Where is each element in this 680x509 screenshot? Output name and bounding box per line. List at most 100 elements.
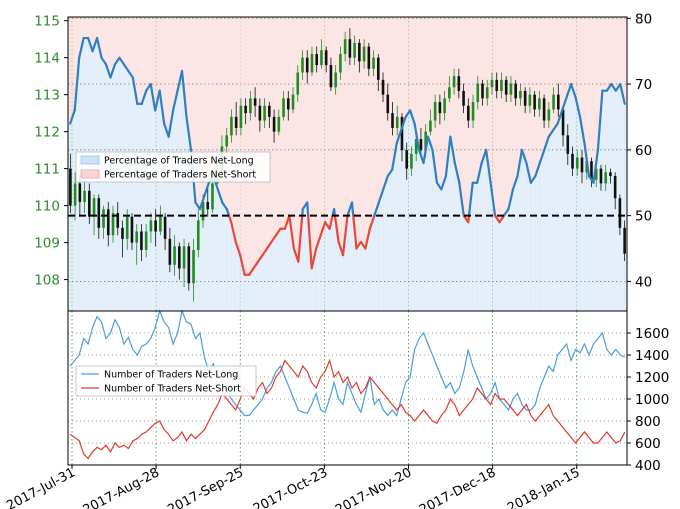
candle-body [566, 135, 570, 154]
legend-swatch-net-long [80, 155, 100, 165]
candle-body [575, 157, 579, 169]
price-tick-label: 112 [34, 125, 60, 141]
percent-line-segment [230, 221, 237, 244]
candle-body [301, 57, 304, 73]
candle-body [78, 183, 82, 202]
candle-body [97, 198, 101, 228]
percent-line-segment [95, 36, 103, 59]
count-tick-label: 1600 [635, 326, 669, 342]
percent-line-segment [605, 82, 613, 92]
candle-body [111, 213, 115, 236]
candle-body [263, 105, 266, 121]
candle-body [125, 216, 129, 239]
candle-body [424, 131, 427, 151]
percent-line-segment [301, 207, 304, 217]
candle-body [187, 246, 191, 284]
candle-body [253, 98, 257, 106]
percent-line-segment [596, 89, 604, 151]
percent-line-segment [467, 214, 471, 224]
date-tick-label: 2017-Sep-25 [165, 465, 246, 509]
date-tick-label: 2018-Jan-15 [505, 465, 582, 509]
percent-line-segment [310, 247, 318, 270]
percent-line-segment [493, 214, 501, 224]
candle-body [272, 116, 276, 132]
candle-body [429, 120, 432, 132]
candle-body [149, 220, 153, 232]
candle-body [196, 220, 200, 250]
candle-body [334, 72, 337, 88]
candle-body [476, 83, 480, 103]
percent-line-segment [453, 161, 461, 184]
percent-line-segment [485, 148, 492, 184]
candle-body [457, 76, 461, 91]
percent-line-segment [395, 129, 403, 145]
percent-line-segment [171, 89, 179, 112]
percent-line-segment [122, 63, 130, 73]
percent-line-segment [538, 148, 546, 165]
candle-body [381, 79, 385, 95]
candle-body [367, 46, 371, 69]
price-tick-label: 111 [34, 162, 60, 178]
date-tick-label: 2017-Nov-20 [333, 465, 414, 509]
percent-line-segment [561, 96, 568, 112]
candle-body [519, 90, 522, 99]
candle-body [201, 201, 205, 221]
top-legend: Percentage of Traders Net-Long Percentag… [75, 151, 271, 183]
trader-count-lines [69, 308, 626, 460]
candle-body [618, 198, 622, 228]
candle-body [353, 42, 356, 58]
percent-line-segment [489, 181, 497, 217]
candle-body [414, 139, 418, 154]
candle-body [623, 227, 626, 254]
percent-line-segment [431, 148, 439, 184]
candle-body [343, 39, 347, 54]
candle-body [362, 46, 366, 62]
percent-line-segment [113, 56, 121, 66]
bottom-legend-box [75, 365, 257, 397]
percent-line-segment [592, 148, 600, 184]
candle-body [590, 161, 593, 180]
candle-body [533, 94, 536, 110]
candle-body [296, 72, 300, 95]
percent-line-segment [307, 214, 313, 270]
candle-body [452, 76, 456, 88]
percent-line-segment [373, 201, 380, 217]
bottom-panel-frame [67, 310, 628, 466]
candle-body [324, 50, 328, 66]
candle-body [358, 42, 361, 62]
percent-line-segment [516, 148, 524, 178]
price-tick-label: 110 [34, 199, 60, 215]
percent-line-segment [502, 207, 510, 217]
percent-line-segment [319, 221, 327, 237]
candle-body [481, 83, 484, 99]
candle-body [547, 109, 551, 121]
percent-line-segment [368, 214, 376, 230]
percent-line-segment [377, 188, 385, 204]
percent-line-segment [382, 175, 389, 191]
percent-line-segment [543, 135, 550, 151]
candle-body [462, 90, 465, 106]
percent-line-segment [297, 214, 304, 263]
percent-line-segment [315, 234, 322, 250]
net-long-area [68, 38, 627, 312]
count-tick-label: 1400 [635, 348, 669, 364]
candle-body [410, 153, 413, 169]
percent-line-segment [131, 76, 139, 105]
legend-label-net-short: Percentage of Traders Net-Short [104, 170, 256, 181]
candle-body [92, 198, 96, 217]
candle-body [230, 116, 233, 136]
candle-body [73, 183, 77, 206]
percent-line-segment [198, 194, 206, 211]
candle-body [433, 102, 437, 121]
bottom-legend: Number of Traders Net-Long Number of Tra… [75, 365, 257, 397]
candle-body [599, 168, 603, 184]
candle-body [234, 116, 238, 128]
candle-body [116, 213, 120, 228]
percent-tick-label: 40 [635, 274, 652, 290]
top-legend-box [75, 151, 271, 183]
candle-body [386, 94, 390, 114]
candle-body [173, 246, 176, 265]
candle-body [580, 157, 584, 173]
percent-line-segment [391, 142, 398, 171]
percent-net-long-line [69, 36, 626, 276]
